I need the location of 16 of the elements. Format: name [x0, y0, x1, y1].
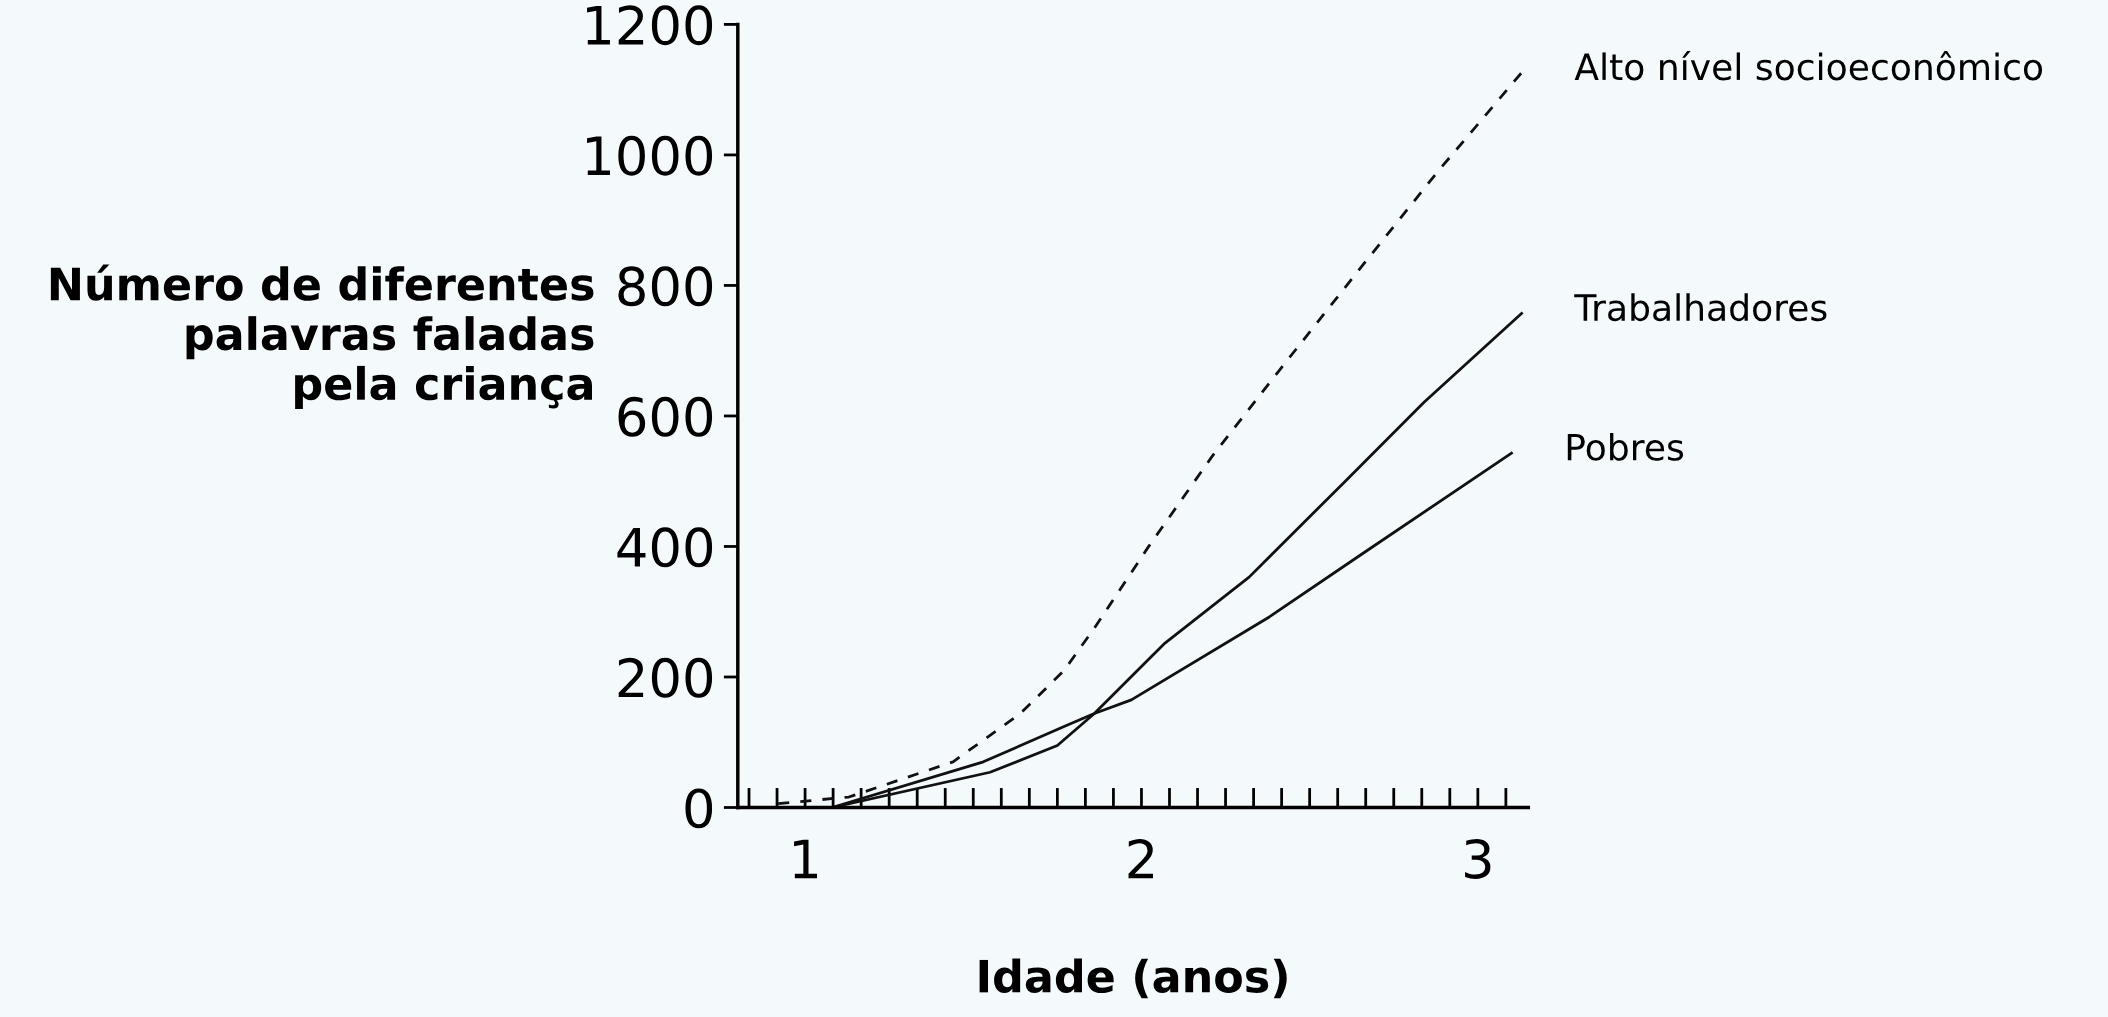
y-axis-title: Número de diferentes palavras faladas pela criança	[50, 264, 594, 409]
y-tick-label: 1200	[587, 5, 713, 46]
series-label: Pobres	[1567, 432, 1684, 461]
y-tick-label: 0	[685, 788, 713, 829]
line-series	[776, 71, 1523, 805]
x-axis-title: Idade (anos)	[979, 958, 1287, 999]
y-tick-label: 600	[618, 396, 713, 437]
y-tick-label: 800	[618, 266, 713, 307]
y-tick-label: 1000	[587, 135, 713, 176]
x-tick-label: 3	[1465, 838, 1491, 879]
x-tick-label: 2	[1128, 838, 1153, 879]
x-tick-label: 1	[794, 839, 817, 879]
series-label: Trabalhadores	[1574, 293, 1827, 322]
y-tick-label: 400	[617, 527, 713, 568]
y-tick-label: 200	[618, 657, 713, 698]
series-label: Alto nível socioeconômico	[1574, 51, 2043, 81]
